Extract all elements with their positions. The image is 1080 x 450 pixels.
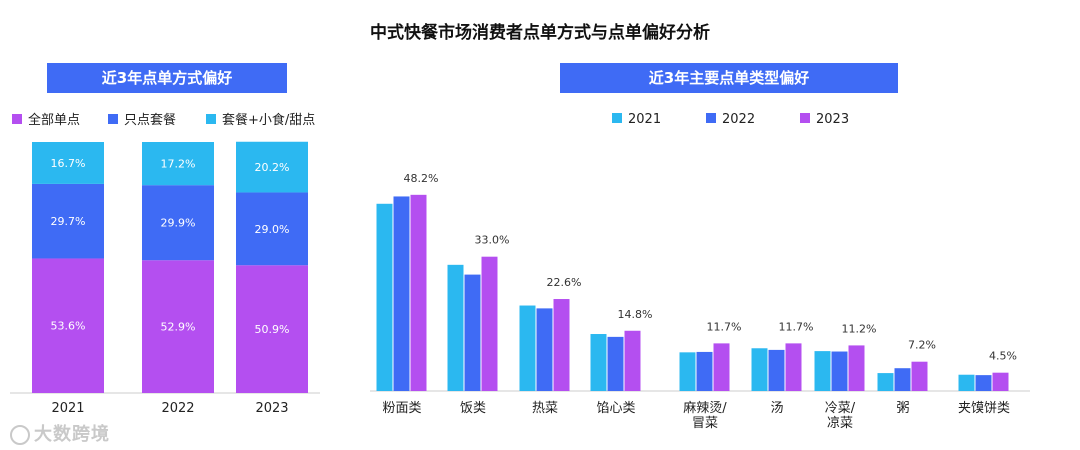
bar-2-1 [536, 308, 553, 391]
bar-0-2 [410, 194, 427, 391]
bar-3-1 [607, 336, 624, 391]
watermark-text: 大数跨境 [34, 424, 110, 445]
x-tick-right-7: 粥 [896, 400, 909, 416]
bar-3-2 [624, 330, 641, 391]
stack-segment-2-0 [236, 265, 308, 393]
legend-label-year-0: 2021 [628, 112, 661, 127]
right-chart-header: 近3年主要点单类型偏好 [560, 63, 898, 93]
bar-8-1 [975, 375, 992, 391]
legend-swatch-1 [108, 114, 118, 124]
watermark: 大数跨境 [10, 420, 110, 446]
left-chart-header: 近3年点单方式偏好 [47, 63, 287, 93]
stack-label-1-2: 17.2% [161, 158, 196, 171]
stack-segment-0-0 [32, 258, 104, 393]
bar-4-1 [696, 351, 713, 391]
data-label-3: 14.8% [618, 308, 653, 321]
data-label-0: 48.2% [404, 172, 439, 185]
stack-segment-0-2 [32, 142, 104, 184]
stack-segment-1-2 [142, 142, 214, 186]
bar-0-0 [376, 203, 393, 391]
legend-swatch-year-1 [706, 113, 716, 123]
x-tick-right-6-line0: 冷菜/ [825, 401, 856, 416]
legend-label-2: 套餐+小食/甜点 [222, 112, 315, 128]
x-tick-right-5: 汤 [770, 401, 783, 416]
stack-label-2-1: 29.0% [255, 223, 290, 236]
bar-2-2 [553, 299, 570, 391]
stack-label-2-0: 50.9% [255, 323, 290, 336]
bar-1-0 [447, 264, 464, 391]
legend-label-0: 全部单点 [28, 112, 80, 128]
bar-6-1 [831, 351, 848, 391]
stack-segment-0-1 [32, 183, 104, 259]
legend-swatch-0 [12, 114, 22, 124]
x-tick-right-2: 热菜 [532, 401, 558, 416]
bar-5-1 [768, 349, 785, 391]
bar-7-1 [894, 368, 911, 391]
stack-label-2-2: 20.2% [255, 161, 290, 174]
bar-2-0 [519, 305, 536, 391]
bar-7-0 [877, 373, 894, 391]
bar-5-2 [785, 343, 802, 391]
legend-swatch-year-2 [800, 113, 810, 123]
stack-segment-2-1 [236, 192, 308, 266]
bar-8-0 [958, 374, 975, 391]
bar-3-0 [590, 334, 607, 391]
stack-segment-1-1 [142, 185, 214, 261]
legend-swatch-2 [206, 114, 216, 124]
x-tick-right-4-line0: 麻辣烫/ [683, 401, 727, 416]
bar-4-2 [713, 343, 730, 391]
x-tick-right-6-line1: 凉菜 [827, 416, 853, 431]
data-label-7: 7.2% [908, 339, 936, 352]
legend-label-1: 只点套餐 [124, 112, 176, 128]
bar-5-0 [751, 348, 768, 391]
x-tick-left-0: 2021 [51, 401, 84, 416]
bar-1-2 [481, 256, 498, 391]
watermark-logo-icon [10, 425, 30, 445]
x-tick-right-1: 饭类 [460, 401, 486, 416]
x-tick-right-8: 夹馍饼类 [958, 401, 1010, 416]
stack-label-1-0: 52.9% [161, 321, 196, 334]
x-tick-right-0: 粉面类 [382, 401, 421, 416]
bar-8-2 [992, 372, 1009, 391]
x-tick-left-1: 2022 [161, 401, 194, 416]
bar-0-1 [393, 196, 410, 391]
legend-swatch-year-0 [612, 113, 622, 123]
data-label-4: 11.7% [707, 320, 742, 333]
stack-segment-1-0 [142, 260, 214, 393]
bar-6-0 [814, 351, 831, 391]
data-label-8: 4.5% [989, 350, 1017, 363]
stack-label-0-2: 16.7% [51, 157, 86, 170]
data-label-5: 11.7% [779, 320, 814, 333]
stack-label-1-1: 29.9% [161, 217, 196, 230]
bar-6-2 [848, 345, 865, 391]
x-tick-right-4-line1: 冒菜 [692, 416, 718, 431]
x-tick-left-2: 2023 [255, 401, 288, 416]
stack-segment-2-2 [236, 141, 308, 193]
data-label-1: 33.0% [475, 234, 510, 247]
data-label-6: 11.2% [842, 322, 877, 335]
legend-label-year-2: 2023 [816, 112, 849, 127]
page-title: 中式快餐市场消费者点单方式与点单偏好分析 [370, 23, 710, 43]
stack-label-0-1: 29.7% [51, 215, 86, 228]
bar-4-0 [679, 352, 696, 391]
stack-label-0-0: 53.6% [51, 320, 86, 333]
bar-7-2 [911, 361, 928, 391]
x-tick-right-3: 馅心类 [596, 401, 635, 416]
bar-1-1 [464, 274, 481, 391]
legend-label-year-1: 2022 [722, 112, 755, 127]
data-label-2: 22.6% [547, 276, 582, 289]
